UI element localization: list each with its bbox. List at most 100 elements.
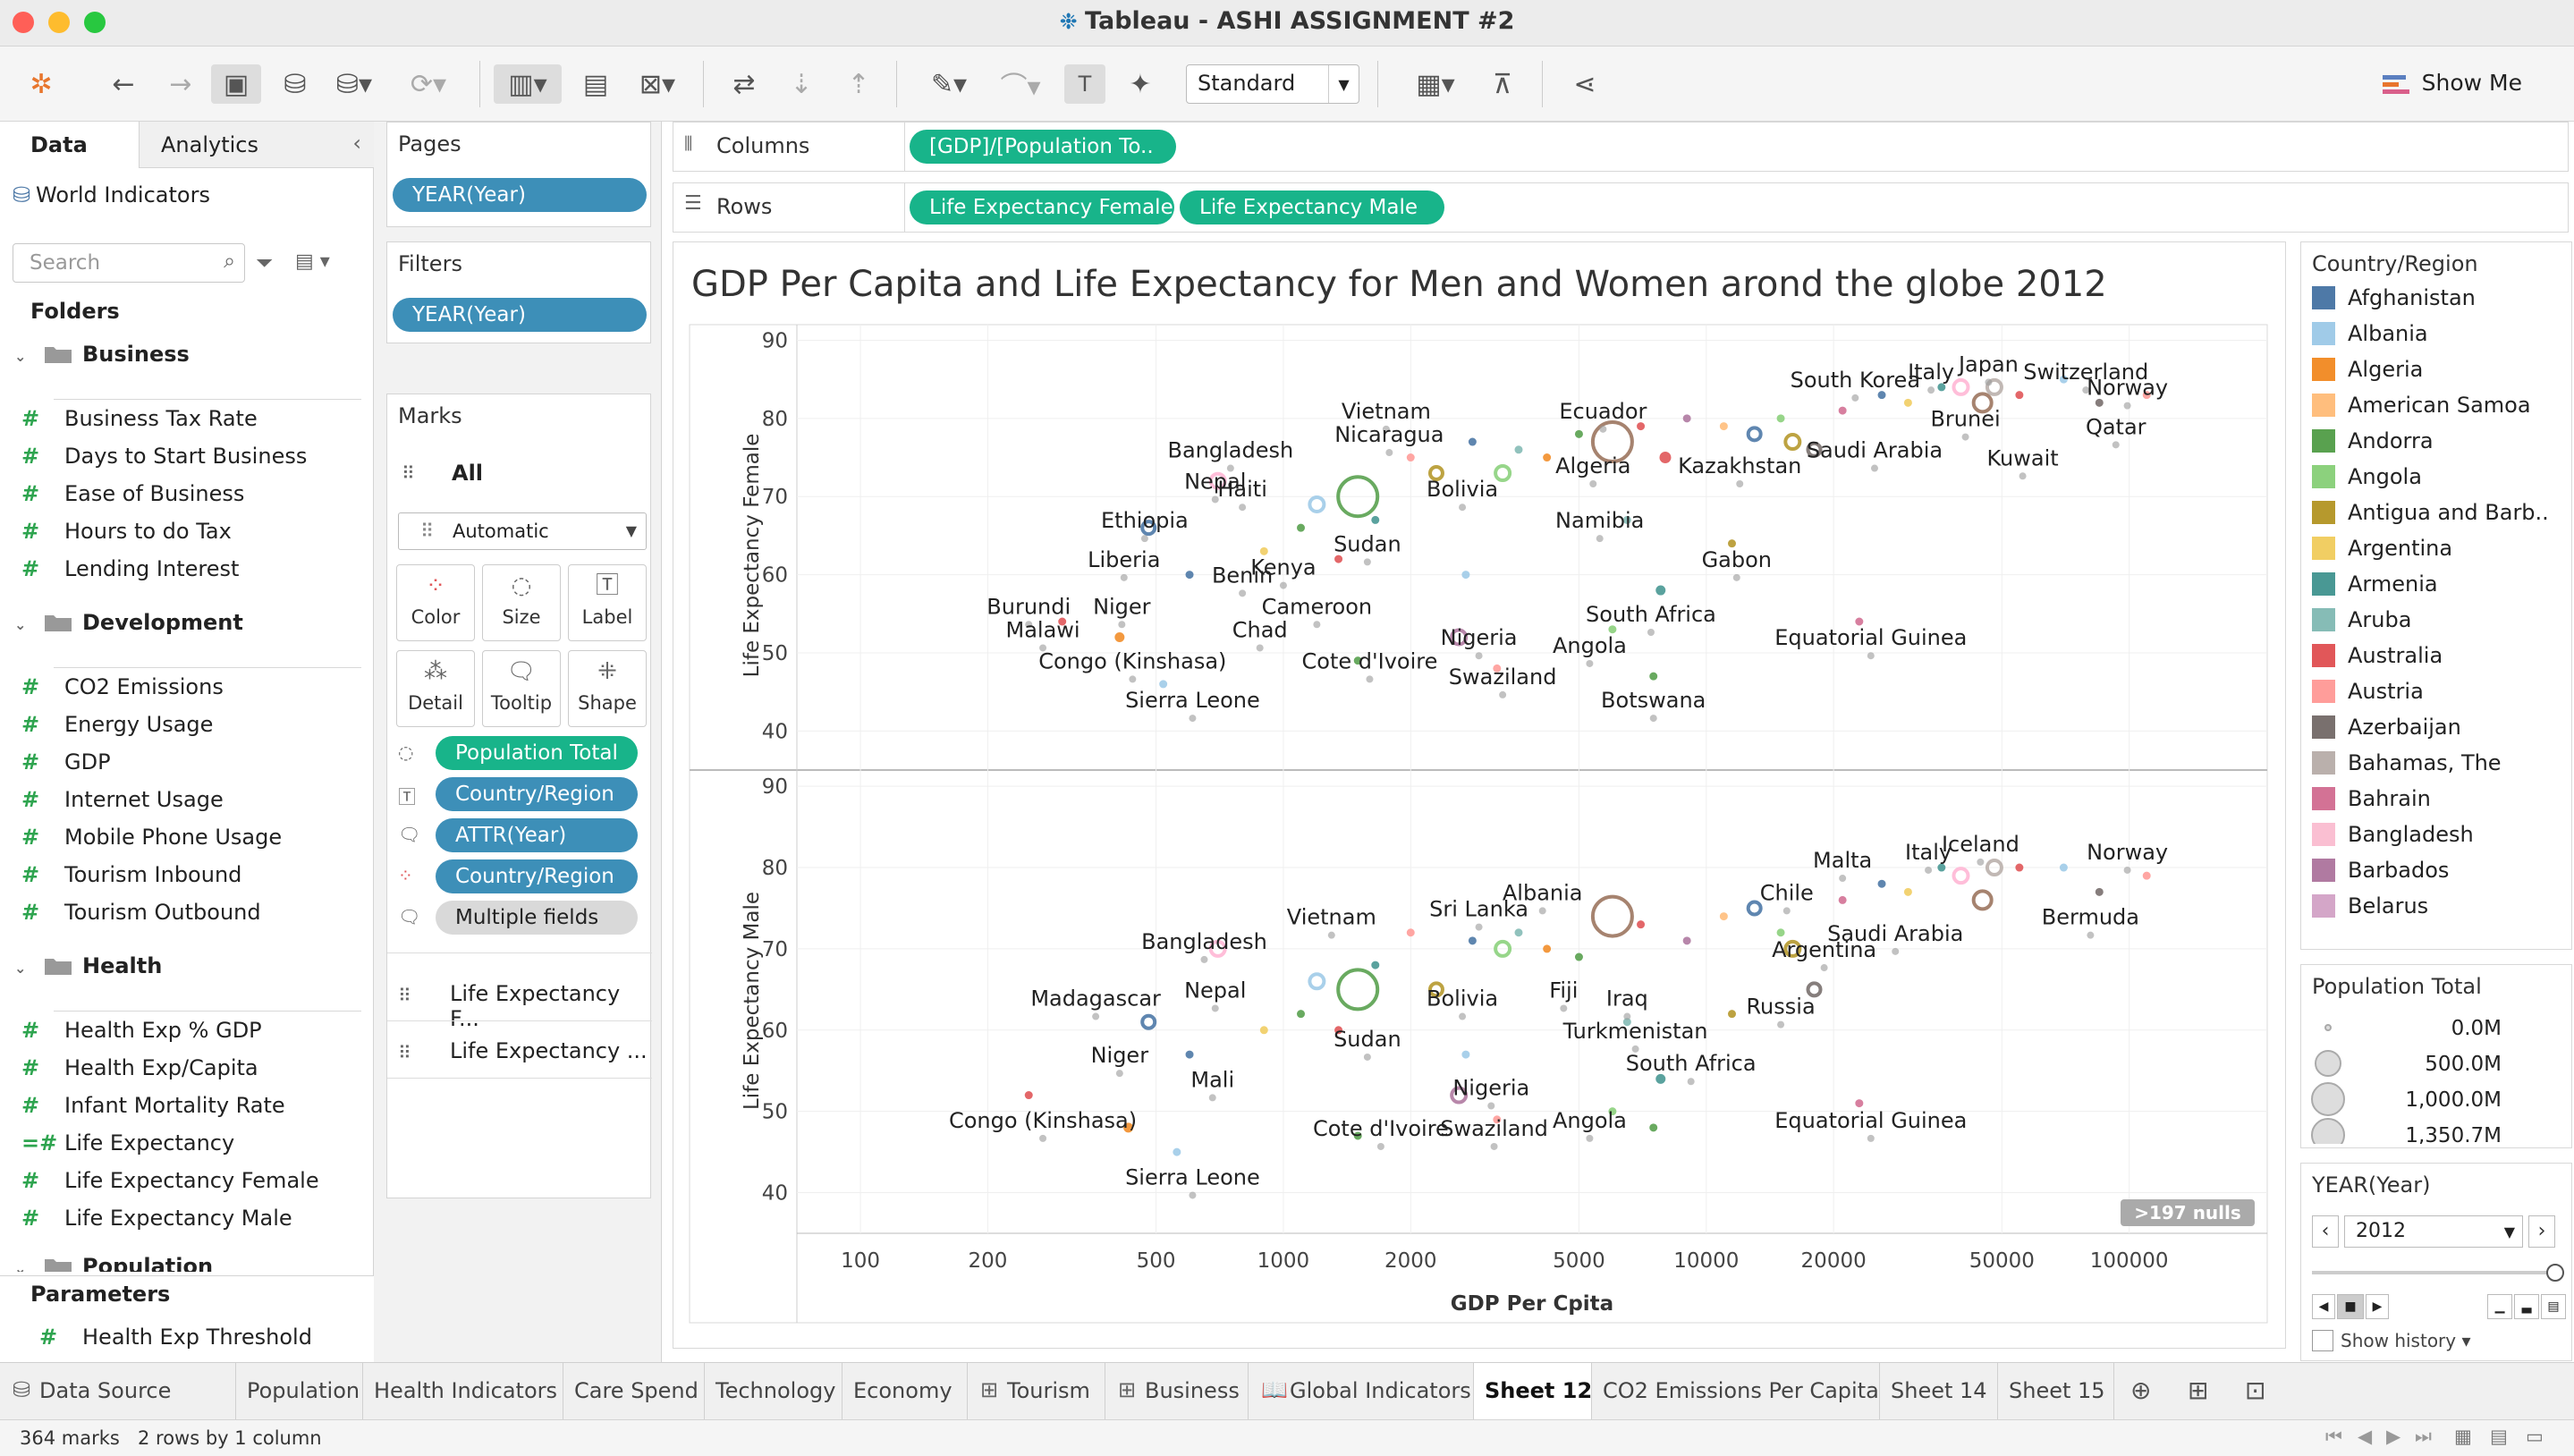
field-days-to-start-business[interactable]: # Days to Start Business bbox=[21, 444, 308, 469]
marks-pill-multiple-fields[interactable]: Multiple fields bbox=[436, 901, 638, 935]
show-me-button[interactable]: Show Me bbox=[2382, 70, 2522, 96]
datasource-item[interactable]: ⛁ World Indicators bbox=[13, 182, 210, 207]
speed-fast-icon[interactable]: ▤ bbox=[2541, 1294, 2566, 1319]
color-legend-item[interactable]: Algeria bbox=[2312, 357, 2423, 382]
group-business[interactable]: ⌄ Business bbox=[14, 342, 190, 367]
color-legend-item[interactable]: Bahrain bbox=[2312, 786, 2431, 811]
tab-sheet-12[interactable]: Sheet 12 bbox=[1474, 1363, 1592, 1420]
color-legend-item[interactable]: Argentina bbox=[2312, 536, 2452, 561]
rows-pill-life-expectancy-female[interactable]: Life Expectancy Female bbox=[910, 190, 1174, 224]
field-lending-interest[interactable]: # Lending Interest bbox=[21, 556, 240, 581]
parameter-health-exp-threshold[interactable]: # Health Exp Threshold bbox=[39, 1325, 312, 1350]
speed-slow-icon[interactable]: ▁ bbox=[2487, 1294, 2512, 1319]
field-co2-emissions[interactable]: # CO2 Emissions bbox=[21, 674, 224, 699]
color-legend-item[interactable]: Andorra bbox=[2312, 428, 2434, 453]
color-legend-item[interactable]: American Samoa bbox=[2312, 393, 2531, 418]
color-legend-item[interactable]: Angola bbox=[2312, 464, 2422, 489]
tab-health-indicators[interactable]: Health Indicators bbox=[363, 1363, 563, 1420]
color-legend-item[interactable]: Antigua and Barb.. bbox=[2312, 500, 2549, 525]
field-infant-mortality-rate[interactable]: # Infant Mortality Rate bbox=[21, 1093, 285, 1118]
marks-all-label[interactable]: All bbox=[452, 461, 484, 486]
field-life-expectancy-female[interactable]: # Life Expectancy Female bbox=[21, 1168, 319, 1193]
next-sheet-icon[interactable]: ▶ bbox=[2386, 1426, 2401, 1447]
search-input[interactable]: Search ⌕ bbox=[13, 243, 245, 283]
color-button[interactable]: ⁘ Color bbox=[396, 564, 475, 641]
color-legend-item[interactable]: Belarus bbox=[2312, 893, 2428, 918]
year-select[interactable]: 2012 ▼ bbox=[2344, 1215, 2523, 1248]
page-slider-track[interactable] bbox=[2312, 1271, 2555, 1274]
field-energy-usage[interactable]: # Energy Usage bbox=[21, 712, 214, 737]
prev-sheet-icon[interactable]: ◀ bbox=[2358, 1426, 2373, 1447]
rows-pill-life-expectancy-male[interactable]: Life Expectancy Male bbox=[1180, 190, 1444, 224]
color-legend-item[interactable]: Austria bbox=[2312, 679, 2424, 704]
marks-pill-country-label[interactable]: Country/Region bbox=[436, 777, 638, 811]
field-internet-usage[interactable]: # Internet Usage bbox=[21, 787, 224, 812]
field-health-exp-capita[interactable]: # Health Exp/Capita bbox=[21, 1055, 258, 1080]
sort-descending-icon[interactable]: ⇡ bbox=[847, 68, 870, 100]
play-back-button[interactable]: ◀ bbox=[2312, 1294, 2335, 1319]
refresh-icon[interactable]: ⟳▾ bbox=[410, 68, 447, 100]
group-development[interactable]: ⌄ Development bbox=[14, 610, 243, 635]
next-page-button[interactable]: › bbox=[2528, 1215, 2555, 1248]
tooltip-button[interactable]: 🗨 Tooltip bbox=[482, 650, 561, 727]
share-icon[interactable]: ⋖ bbox=[1573, 68, 1596, 100]
view-options-icon[interactable]: ▤ ▾ bbox=[295, 250, 330, 273]
new-worksheet-icon[interactable]: ⊕ bbox=[2130, 1376, 2152, 1405]
tab-population[interactable]: Population bbox=[236, 1363, 363, 1420]
color-legend-item[interactable]: Albania bbox=[2312, 321, 2428, 346]
tab-data-source[interactable]: ⛁ Data Source bbox=[0, 1363, 236, 1420]
mark-type-select[interactable]: ⠿ Automatic ▼ bbox=[398, 512, 647, 550]
new-datasource-icon[interactable]: ⛁ bbox=[284, 68, 307, 100]
rows-shelf[interactable]: ☰ Rows Life Expectancy Female Life Expec… bbox=[673, 182, 2569, 233]
columns-shelf[interactable]: ⫴ Columns [GDP]/[Population To.. bbox=[673, 122, 2569, 172]
new-dashboard-icon[interactable]: ⊞ bbox=[2188, 1376, 2209, 1405]
tab-tourism[interactable]: ⊞ Tourism bbox=[968, 1363, 1105, 1420]
fit-select[interactable]: Standard ▼ bbox=[1186, 64, 1359, 104]
clear-sheet-icon[interactable]: ⊠▾ bbox=[639, 68, 676, 100]
redo-icon[interactable]: → bbox=[169, 68, 192, 100]
color-legend-item[interactable]: Armenia bbox=[2312, 571, 2438, 597]
minimize-window-button[interactable] bbox=[48, 12, 70, 33]
group-population[interactable]: ⌄ Population bbox=[14, 1254, 213, 1272]
color-legend-item[interactable]: Australia bbox=[2312, 643, 2443, 668]
new-worksheet-icon[interactable]: ▥▾ bbox=[494, 64, 562, 104]
marks-pill-attr-year[interactable]: ATTR(Year) bbox=[436, 818, 638, 852]
highlight-icon[interactable]: ✎▾ bbox=[930, 68, 968, 100]
tab-sheet-14[interactable]: Sheet 14 bbox=[1880, 1363, 1998, 1420]
field-life-expectancy-male[interactable]: # Life Expectancy Male bbox=[21, 1206, 292, 1231]
grid-view-icon[interactable]: ▦ bbox=[2454, 1426, 2472, 1447]
shape-button[interactable]: ⁜ Shape bbox=[568, 650, 647, 727]
label-button[interactable]: 🅃 Label bbox=[568, 564, 647, 641]
first-sheet-icon[interactable]: ⏮ bbox=[2325, 1426, 2342, 1447]
tab-sheet-15[interactable]: Sheet 15 bbox=[1998, 1363, 2114, 1420]
field-ease-of-business[interactable]: # Ease of Business bbox=[21, 481, 245, 506]
speed-medium-icon[interactable]: ▃ bbox=[2514, 1294, 2539, 1319]
field-business-tax-rate[interactable]: # Business Tax Rate bbox=[21, 406, 258, 431]
tab-global-indicators[interactable]: 📖 Global Indicators bbox=[1249, 1363, 1474, 1420]
marks-pill-population-total[interactable]: Population Total bbox=[436, 736, 638, 770]
stop-button[interactable]: ■ bbox=[2337, 1294, 2364, 1319]
color-legend-item[interactable]: Barbados bbox=[2312, 858, 2449, 883]
field-tourism-outbound[interactable]: # Tourism Outbound bbox=[21, 900, 261, 925]
field-mobile-phone-usage[interactable]: # Mobile Phone Usage bbox=[21, 825, 283, 850]
last-sheet-icon[interactable]: ⏭ bbox=[2415, 1426, 2432, 1447]
field-hours-to-do-tax[interactable]: # Hours to do Tax bbox=[21, 519, 232, 544]
tab-co2-emissions-per-capita[interactable]: CO2 Emissions Per Capita bbox=[1592, 1363, 1880, 1420]
tab-business[interactable]: ⊞ Business bbox=[1105, 1363, 1249, 1420]
sort-ascending-icon[interactable]: ⇣ bbox=[790, 68, 813, 100]
swap-rows-columns-icon[interactable]: ⇄ bbox=[732, 68, 756, 100]
save-icon[interactable]: ▣ bbox=[211, 64, 261, 104]
field-tourism-inbound[interactable]: # Tourism Inbound bbox=[21, 862, 242, 887]
pages-pill-year[interactable]: YEAR(Year) bbox=[393, 178, 647, 212]
color-legend-item[interactable]: Bangladesh bbox=[2312, 822, 2474, 847]
color-legend-item[interactable]: Afghanistan bbox=[2312, 285, 2476, 310]
filter-icon[interactable]: ⏷ bbox=[256, 250, 274, 275]
maximize-window-button[interactable] bbox=[84, 12, 106, 33]
close-window-button[interactable] bbox=[13, 12, 34, 33]
show-history-label[interactable]: Show history ▾ bbox=[2341, 1330, 2471, 1351]
color-legend-item[interactable]: Aruba bbox=[2312, 607, 2411, 632]
tab-care-spend[interactable]: Care Spend bbox=[563, 1363, 705, 1420]
tab-data[interactable]: Data bbox=[0, 122, 140, 168]
undo-icon[interactable]: ← bbox=[112, 68, 135, 100]
tableau-home-icon[interactable]: ✲ bbox=[30, 68, 53, 100]
